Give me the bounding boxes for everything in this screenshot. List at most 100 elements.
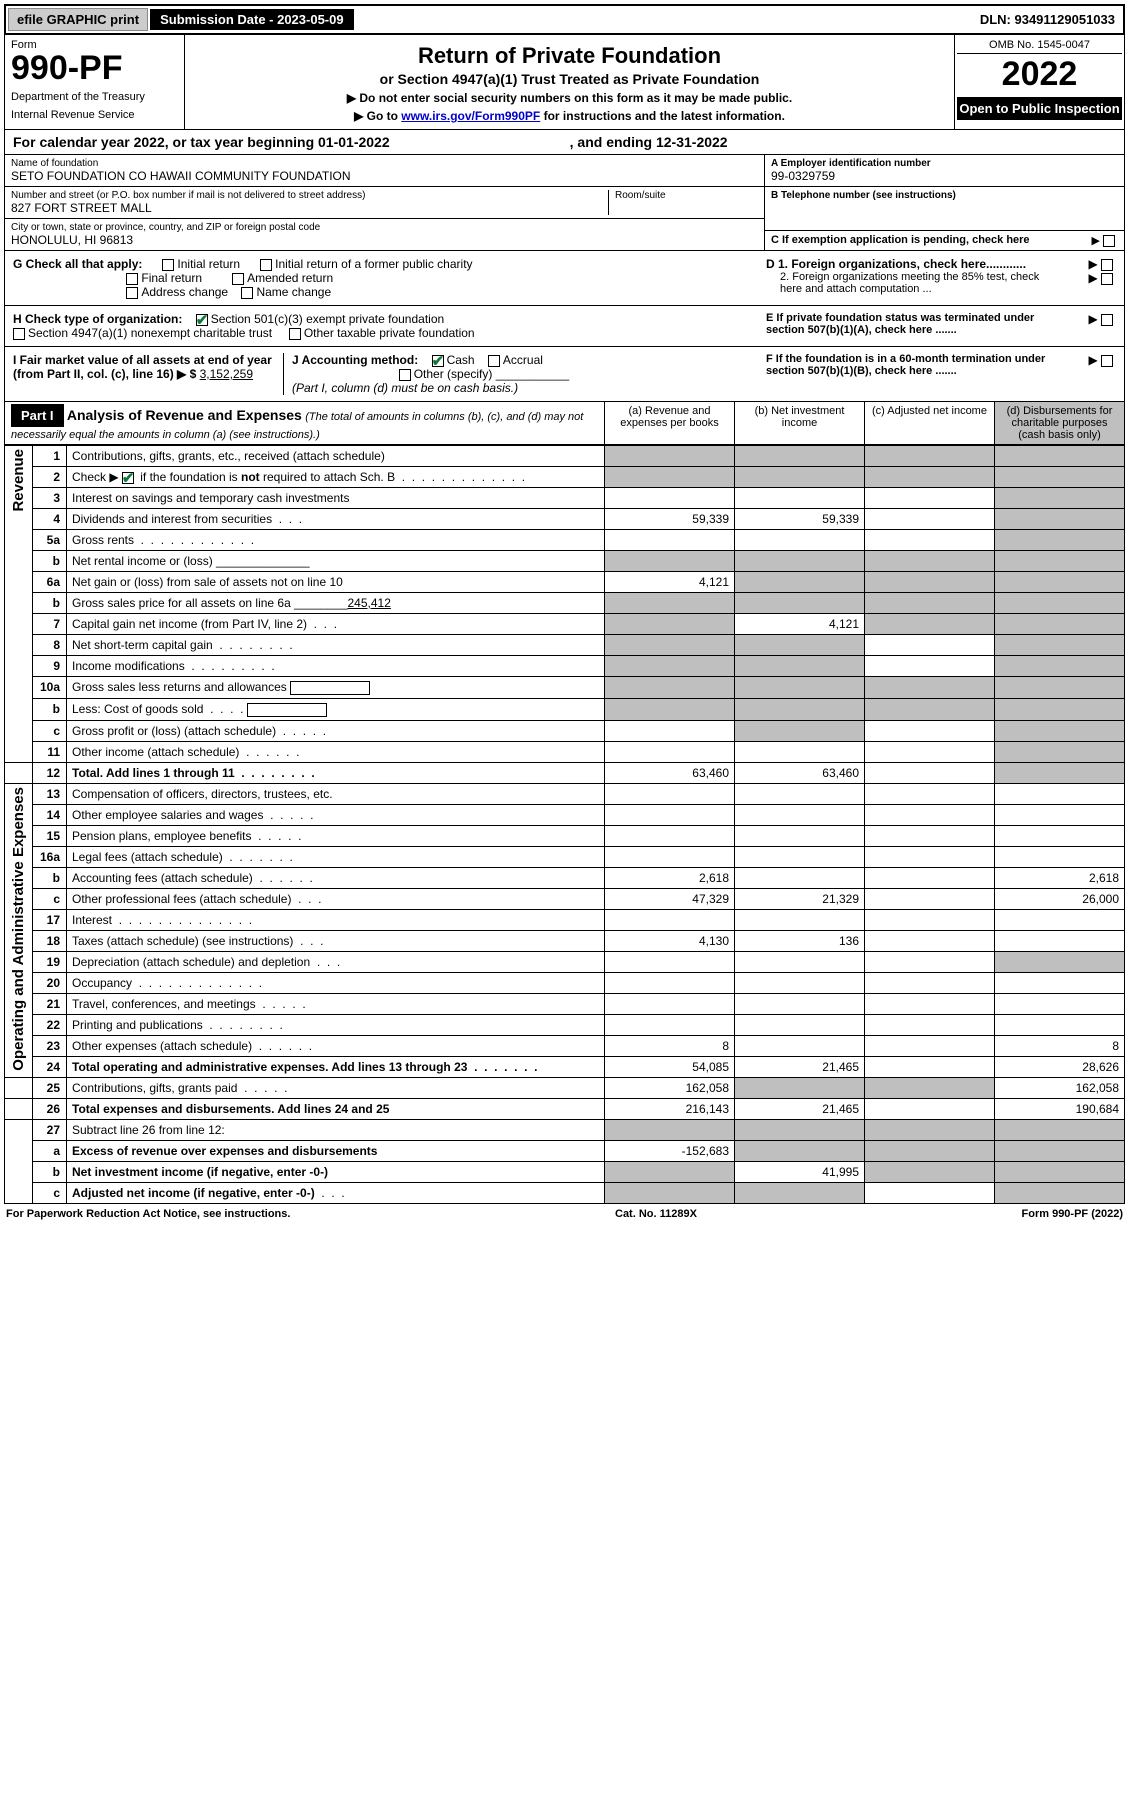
other-taxable-checkbox[interactable] [289,328,301,340]
row-num: 17 [33,909,67,930]
cal-year-begin: For calendar year 2022, or tax year begi… [13,134,390,150]
amount-cell: 59,339 [605,509,735,530]
phone-cell: B Telephone number (see instructions) [765,187,1124,231]
amount-cell: 162,058 [995,1077,1125,1098]
goto-prefix: ▶ Go to [354,109,401,123]
row-desc: Pension plans, employee benefits . . . .… [67,825,605,846]
tax-year: 2022 [957,54,1122,95]
4947-checkbox[interactable] [13,328,25,340]
table-row: 23Other expenses (attach schedule) . . .… [5,1035,1125,1056]
row-num: b [33,867,67,888]
initial-return-label: Initial return [177,257,240,271]
check-row-ijf: I Fair market value of all assets at end… [4,347,1125,402]
row-desc: Depreciation (attach schedule) and deple… [67,951,605,972]
form990pf-link[interactable]: www.irs.gov/Form990PF [401,109,540,123]
part1-title: Analysis of Revenue and Expenses [67,407,302,423]
omb-number: OMB No. 1545-0047 [957,37,1122,54]
fmv-value: 3,152,259 [200,367,253,381]
amount-cell: 63,460 [605,762,735,783]
amount-cell: 136 [735,930,865,951]
schb-checkbox[interactable] [122,472,134,484]
expenses-side-label: Operating and Administrative Expenses [10,787,27,1071]
open-to-public: Open to Public Inspection [957,97,1122,120]
table-row: bNet investment income (if negative, ent… [5,1161,1125,1182]
other-method-label: Other (specify) [414,367,493,381]
table-row: 11Other income (attach schedule) . . . .… [5,741,1125,762]
revenue-side-label: Revenue [10,449,27,512]
row-num: 2 [33,467,67,488]
row-num: 3 [33,488,67,509]
d1-checkbox[interactable] [1101,259,1113,271]
amount-cell: 28,626 [995,1056,1125,1077]
table-row: 2Check ▶ if the foundation is not requir… [5,467,1125,488]
id-right: A Employer identification number 99-0329… [764,155,1124,250]
table-row: cAdjusted net income (if negative, enter… [5,1182,1125,1203]
amount-cell: 190,684 [995,1098,1125,1119]
amount-cell: 162,058 [605,1077,735,1098]
row-num: 21 [33,993,67,1014]
table-row: 12Total. Add lines 1 through 11 . . . . … [5,762,1125,783]
row-num: c [33,888,67,909]
amount-cell: 59,339 [735,509,865,530]
city-state-zip: HONOLULU, HI 96813 [11,233,758,247]
exemption-label: C If exemption application is pending, c… [771,234,1030,246]
table-row: 14Other employee salaries and wages . . … [5,804,1125,825]
row-desc: Gross profit or (loss) (attach schedule)… [67,720,605,741]
initial-former-label: Initial return of a former public charit… [275,257,472,271]
e-label: E If private foundation status was termi… [766,312,1046,336]
initial-return-checkbox[interactable] [162,259,174,271]
initial-former-checkbox[interactable] [260,259,272,271]
form-subtitle: or Section 4947(a)(1) Trust Treated as P… [191,71,948,87]
row-desc: Taxes (attach schedule) (see instruction… [67,930,605,951]
table-row: bGross sales price for all assets on lin… [5,593,1125,614]
name-change-checkbox[interactable] [241,287,253,299]
amended-return-checkbox[interactable] [232,273,244,285]
exemption-checkbox[interactable] [1103,235,1115,247]
e-checkbox[interactable] [1101,314,1113,326]
name-label: Name of foundation [11,158,758,169]
amount-cell: 2,618 [605,867,735,888]
address-change-checkbox[interactable] [126,287,138,299]
col-d-header: (d) Disbursements for charitable purpose… [994,402,1124,444]
row-num: 18 [33,930,67,951]
row-num: 24 [33,1056,67,1077]
other-method-checkbox[interactable] [399,369,411,381]
d2-label: 2. Foreign organizations meeting the 85%… [766,271,1046,295]
accrual-checkbox[interactable] [488,355,500,367]
amount-cell: 4,121 [735,614,865,635]
amount-cell: -152,683 [605,1140,735,1161]
cash-checkbox[interactable] [432,355,444,367]
table-row: 20Occupancy . . . . . . . . . . . . . [5,972,1125,993]
row-desc: Gross sales less returns and allowances [67,677,605,699]
exemption-cell: C If exemption application is pending, c… [765,231,1124,249]
row-num: b [33,593,67,614]
amount-cell: 8 [605,1035,735,1056]
submission-date: Submission Date - 2023-05-09 [150,9,354,30]
amount-cell: 26,000 [995,888,1125,909]
row-desc: Check ▶ if the foundation is not require… [67,467,605,488]
row-desc: Net gain or (loss) from sale of assets n… [67,572,605,593]
row-desc: Adjusted net income (if negative, enter … [67,1182,605,1203]
table-row: 26Total expenses and disbursements. Add … [5,1098,1125,1119]
table-row: 8Net short-term capital gain . . . . . .… [5,635,1125,656]
501c3-checkbox[interactable] [196,314,208,326]
table-row: bNet rental income or (loss) ___________… [5,551,1125,572]
table-row: 3Interest on savings and temporary cash … [5,488,1125,509]
4947-label: Section 4947(a)(1) nonexempt charitable … [28,326,272,340]
amount-cell: 21,465 [735,1056,865,1077]
row-num: c [33,1182,67,1203]
row-num: 15 [33,825,67,846]
address-cell: Number and street (or P.O. box number if… [5,187,764,219]
row-desc: Net rental income or (loss) ____________… [67,551,605,572]
final-return-checkbox[interactable] [126,273,138,285]
row-num: 26 [33,1098,67,1119]
amount-cell: 41,995 [735,1161,865,1182]
table-row: 16aLegal fees (attach schedule) . . . . … [5,846,1125,867]
row-num: c [33,720,67,741]
amended-return-label: Amended return [247,271,333,285]
table-row: cGross profit or (loss) (attach schedule… [5,720,1125,741]
efile-print-button[interactable]: efile GRAPHIC print [8,8,148,31]
row-num: 22 [33,1014,67,1035]
f-checkbox[interactable] [1101,355,1113,367]
d2-checkbox[interactable] [1101,273,1113,285]
